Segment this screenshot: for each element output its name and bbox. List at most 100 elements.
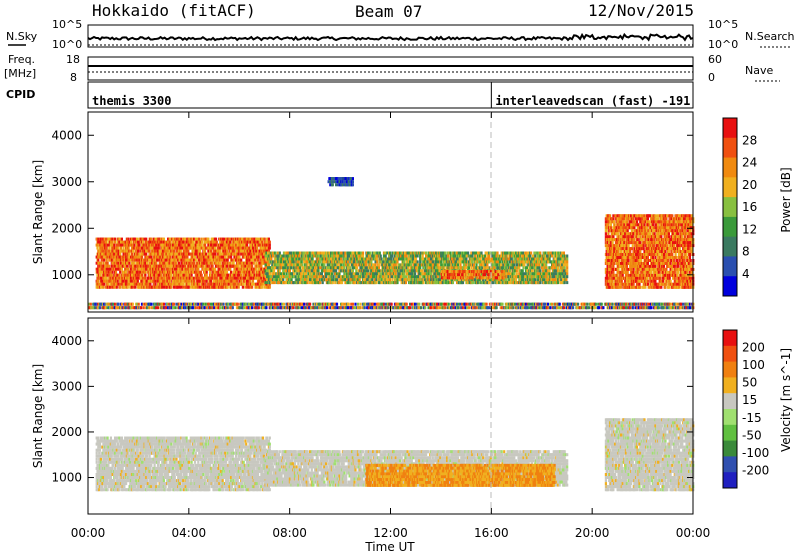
power-cell (120, 258, 123, 262)
power-cell (198, 282, 201, 286)
power-cell (154, 237, 157, 241)
power-cell (103, 255, 106, 259)
power-cell (396, 260, 399, 264)
power-cell (237, 264, 240, 268)
power-cell (214, 273, 217, 277)
power-cell (175, 267, 178, 271)
power-cell (419, 254, 422, 258)
power-cell (340, 281, 344, 285)
power-cell (219, 261, 222, 265)
power-cell (148, 243, 151, 247)
power-cell (198, 246, 201, 250)
power-cell (172, 270, 175, 274)
station-title: Hokkaido (fitACF) (92, 1, 256, 20)
power-cell (278, 251, 281, 255)
power-cell (208, 282, 211, 286)
power-cell (222, 249, 225, 253)
power-cell (182, 285, 185, 289)
power-cell (343, 266, 346, 270)
power-cell (101, 279, 104, 283)
power-cell (252, 261, 255, 265)
power-cell (149, 282, 152, 286)
power-cell (394, 272, 397, 276)
power-cell (240, 279, 243, 283)
power-cell (128, 252, 131, 256)
power-cell (204, 282, 207, 286)
freq-label: Freq. (8, 53, 35, 66)
power-cell (95, 261, 98, 265)
power-cell (205, 285, 208, 289)
power-cell (256, 258, 260, 262)
power-cell (475, 263, 478, 267)
power-cell (114, 237, 117, 241)
noise-sky-line (87, 32, 694, 42)
power-cell (268, 240, 271, 244)
power-cell (214, 243, 218, 247)
power-cell (136, 240, 139, 244)
power-cell (180, 273, 183, 277)
power-cell (301, 263, 304, 267)
power-cell (119, 285, 122, 289)
power-cell (177, 270, 180, 274)
nave-tick-top: 60 (708, 53, 722, 66)
power-cell (145, 237, 148, 241)
power-cell (211, 261, 214, 265)
power-cell (194, 285, 197, 289)
power-cell (220, 255, 223, 259)
power-cell (120, 243, 123, 247)
power-cell (133, 243, 136, 247)
power-cell (145, 249, 148, 253)
power-cell (113, 258, 116, 262)
power-cell (116, 273, 119, 277)
power-cell (139, 246, 142, 250)
power-cell (340, 257, 343, 261)
power-cell (190, 258, 193, 262)
power-cell (185, 249, 188, 253)
power-cell (237, 252, 240, 256)
power-cell (104, 264, 107, 268)
power-cell (193, 276, 196, 280)
power-cell (130, 285, 134, 289)
power-cell (179, 264, 182, 268)
power-cell (252, 270, 255, 274)
power-cell (188, 270, 191, 274)
power-cell (170, 273, 173, 277)
power-cell (261, 240, 264, 244)
power-cell (222, 285, 225, 289)
power-cell (103, 258, 106, 262)
power-cell (134, 285, 137, 289)
power-cell (188, 279, 191, 283)
power-cell (168, 282, 171, 286)
power-cell (136, 279, 139, 283)
power-cell (351, 269, 354, 273)
power-cell (191, 255, 194, 259)
power-cell (209, 258, 212, 262)
power-cell (198, 279, 202, 283)
power-cell (172, 285, 176, 289)
power-cell (330, 272, 333, 276)
power-cell (251, 285, 254, 289)
power-cell (143, 267, 146, 271)
power-cell (109, 267, 112, 271)
power-cell (121, 279, 124, 283)
power-cell (97, 258, 100, 262)
power-cell (99, 285, 102, 289)
power-cell (127, 237, 130, 241)
power-cell (167, 246, 170, 250)
power-cell (120, 276, 123, 280)
power-cell (219, 243, 223, 247)
power-cell (180, 237, 183, 241)
power-cell (394, 263, 397, 267)
power-cell (160, 273, 163, 277)
power-cell (186, 258, 189, 262)
power-cell (220, 267, 223, 271)
power-cell (361, 251, 365, 255)
power-cell (186, 252, 189, 256)
power-cell (182, 264, 185, 268)
power-cell (153, 270, 156, 274)
power-cell (436, 275, 439, 279)
power-cell (108, 249, 111, 253)
power-cell (110, 258, 113, 262)
power-cell (182, 282, 185, 286)
power-cell (125, 267, 128, 271)
